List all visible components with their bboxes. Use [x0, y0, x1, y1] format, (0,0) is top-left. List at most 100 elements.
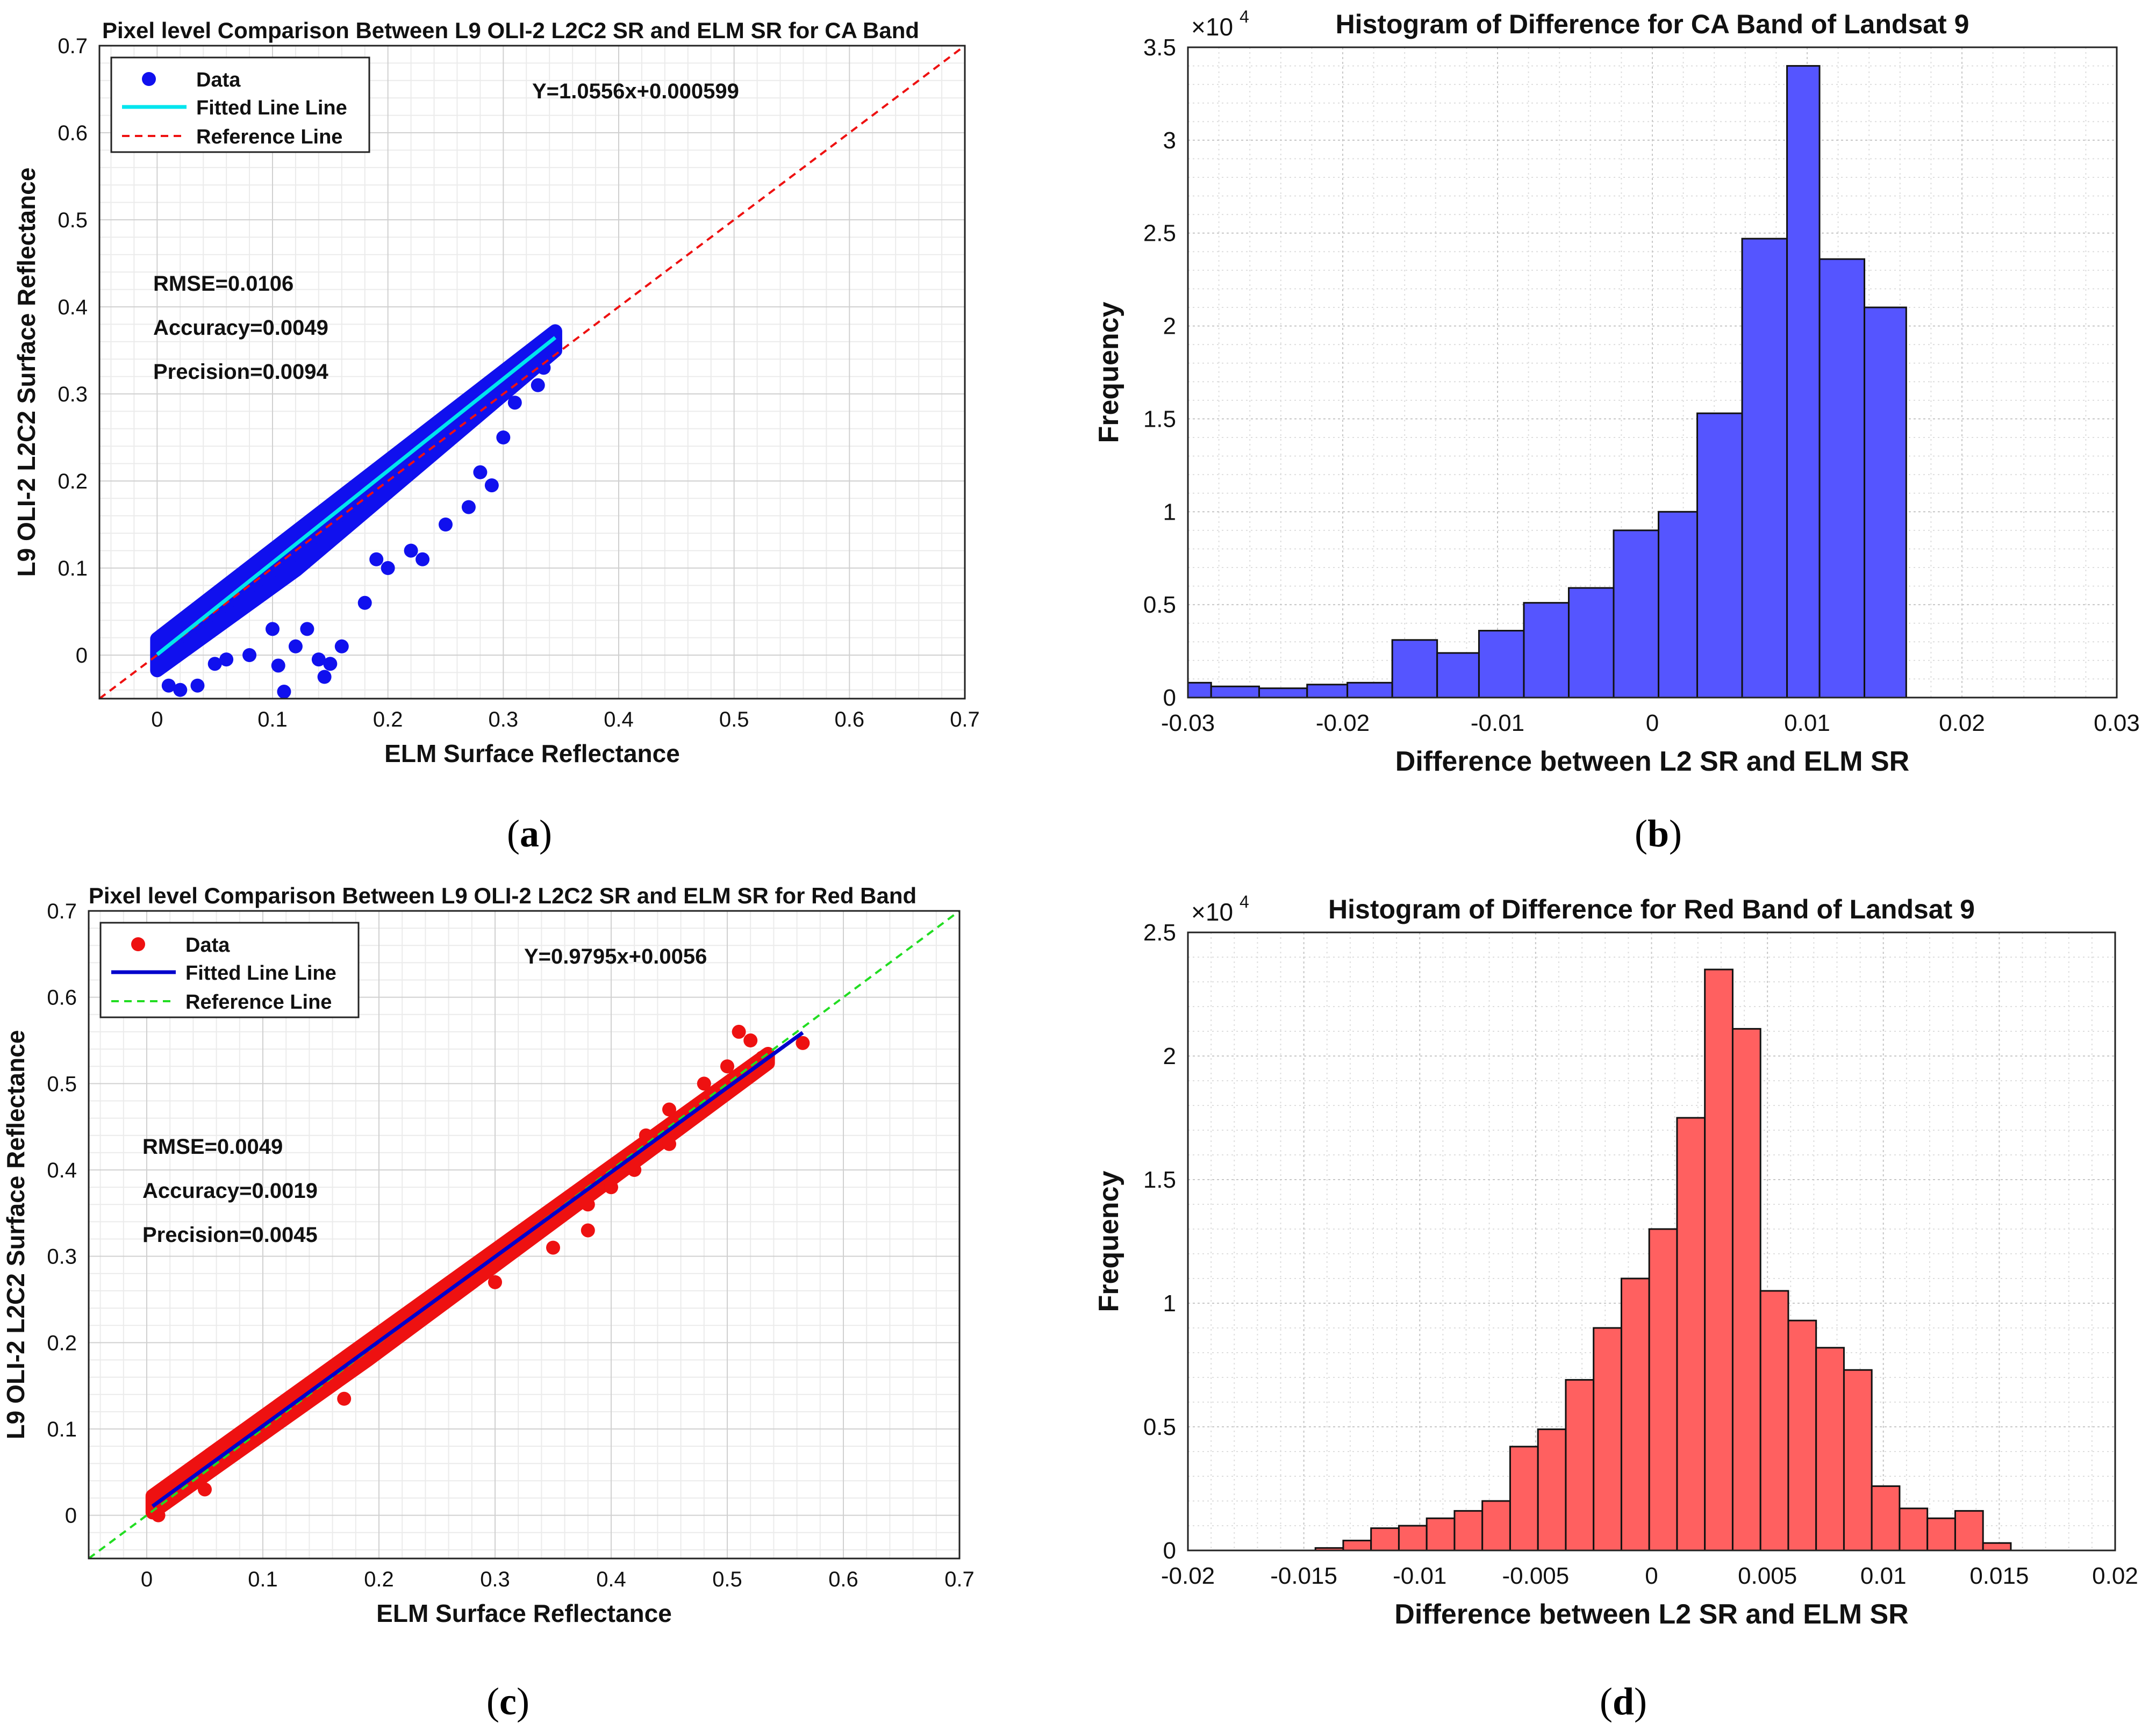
caption-d-letter: d [1612, 1680, 1635, 1723]
x-tick-label: 0.5 [719, 708, 749, 731]
histogram-bar [1346, 681, 1393, 699]
axes-frame [1187, 931, 2116, 1552]
y-tick-label: 0.4 [47, 1159, 77, 1182]
data-point [639, 1128, 653, 1143]
x-tick-label: 0.5 [712, 1568, 742, 1591]
x-tick-label: 0.6 [828, 1568, 858, 1591]
y-tick-label: 0 [76, 644, 88, 667]
data-point [439, 518, 453, 531]
y-tick-label: 0.6 [58, 121, 88, 145]
histogram-bar [1982, 1542, 2012, 1552]
y-tick-label: 0.4 [58, 296, 88, 319]
caption-c-letter: c [499, 1680, 517, 1723]
histogram-bar [1759, 1290, 1789, 1552]
histogram-bar [1648, 1228, 1678, 1552]
x-tick-label: 0.7 [944, 1568, 975, 1591]
y-tick-label: 0 [1163, 1538, 1176, 1564]
reference-line [99, 46, 965, 699]
data-point [277, 685, 291, 699]
histogram-chart-ca: -0.03 -0.02 -0.01 0 0.01 0.02 0.03 0 0.5 1 1.5 2 2.5… [1093, 7, 2140, 777]
data-point [743, 1033, 758, 1047]
y-tick-label: 0.1 [58, 557, 88, 580]
x-tick-label: 0.3 [489, 708, 519, 731]
y-tick-label: 0.5 [47, 1072, 77, 1096]
legend-data-marker [131, 937, 145, 951]
chart-title: Histogram of Difference for Red Band of … [1328, 894, 1975, 924]
data-point [334, 639, 349, 653]
x-tick-label: -0.02 [1161, 1563, 1215, 1589]
caption-c: (c) [486, 1680, 529, 1723]
data-point [242, 648, 257, 662]
histogram-bar [1620, 1277, 1650, 1552]
stat-text: RMSE=0.0106 [153, 272, 293, 296]
legend-entry: Fitted Line Line [196, 97, 347, 119]
x-tick-label: -0.01 [1393, 1563, 1446, 1589]
legend-entry: Data [196, 69, 241, 91]
x-tick-label: 0.4 [596, 1568, 626, 1591]
y-tick-label: 3 [1163, 127, 1176, 154]
y-tick-label: 2.5 [1143, 220, 1176, 247]
x-tick-label: 0.3 [480, 1568, 510, 1591]
data-point [461, 500, 476, 514]
data-point [161, 678, 176, 693]
y-tick-label: 0.3 [47, 1245, 77, 1269]
x-tick-label: 0 [151, 708, 163, 731]
data-point [311, 652, 326, 667]
y-tick-label: 1.5 [1143, 1167, 1176, 1193]
data-point [369, 552, 384, 566]
y-tick-label: 0.1 [47, 1418, 77, 1441]
histogram-bar [1954, 1510, 1984, 1552]
data-point [536, 361, 551, 375]
histogram-bar [1899, 1507, 1929, 1552]
histogram-bar [1704, 968, 1734, 1552]
chart-title: Histogram of Difference for CA Band of L… [1336, 9, 1969, 39]
histogram-bar [1453, 1510, 1484, 1552]
fit-equation: Y=0.9795x+0.0056 [524, 945, 707, 968]
histogram-bar [1306, 684, 1349, 699]
y-tick-label: 3.5 [1143, 34, 1176, 61]
y-tick-label: 0.2 [47, 1331, 77, 1355]
data-point [662, 1102, 676, 1117]
x-tick-label: 0 [141, 1568, 153, 1591]
histogram-bar [1741, 238, 1788, 699]
x-tick-label: 0.03 [2094, 710, 2140, 736]
histogram-bar [1370, 1527, 1400, 1552]
histogram-bar [1696, 412, 1743, 699]
x-axis-label: Difference between L2 SR and ELM SR [1395, 746, 1909, 777]
x-tick-label: 0.1 [257, 708, 288, 731]
y-tick-label: 0 [65, 1504, 77, 1528]
y-tick-label: 1 [1163, 499, 1176, 525]
y-tick-label: 0.5 [1143, 592, 1176, 618]
stat-text: RMSE=0.0049 [142, 1135, 283, 1159]
histogram-bar [1786, 65, 1821, 699]
data-point [416, 552, 430, 566]
x-tick-label: 0.7 [950, 708, 980, 731]
caption-b: (b) [1634, 812, 1682, 855]
plot-clip-group [99, 46, 965, 699]
x-tick-label: -0.005 [1502, 1563, 1569, 1589]
y-tick-label: 1 [1163, 1290, 1176, 1317]
histogram-panel-ca: -0.03 -0.02 -0.01 0 0.01 0.02 0.03 0 0.5 1 1.5 2 2.5… [1075, 0, 2156, 806]
x-tick-label: -0.015 [1270, 1563, 1337, 1589]
x-tick-label: 0 [1645, 1563, 1658, 1589]
axes-frame [1187, 46, 2118, 699]
histogram-panel-red: -0.02 -0.015 -0.01 -0.005 0 0.005 0.01 0.015 0.0… [1075, 865, 2156, 1671]
data-point [219, 652, 234, 667]
y-tick-label: 2 [1163, 313, 1176, 340]
histogram-bar [1509, 1446, 1539, 1552]
scatter-chart-ca: 0 0.1 0.2 0.3 0.4 0.5 0.6 0.7 0 0.1 0.2 0.3 0.4 0.5 0.… [12, 18, 980, 767]
histogram-bar [1613, 529, 1660, 699]
data-point [381, 561, 395, 575]
y-tick-label: 0.5 [58, 209, 88, 232]
data-point [317, 670, 332, 684]
caption-d: (d) [1599, 1680, 1647, 1723]
y-axis-label: Frequency [1093, 1170, 1124, 1312]
data-point [697, 1076, 711, 1091]
x-tick-label: 0.01 [1784, 710, 1830, 736]
data-point [496, 430, 511, 444]
data-point [484, 478, 499, 493]
x-tick-label: 0.005 [1738, 1563, 1797, 1589]
exponent-base: ×10 [1191, 898, 1233, 926]
legend-entry: Data [185, 934, 230, 957]
x-tick-label: 0.02 [1939, 710, 1985, 736]
